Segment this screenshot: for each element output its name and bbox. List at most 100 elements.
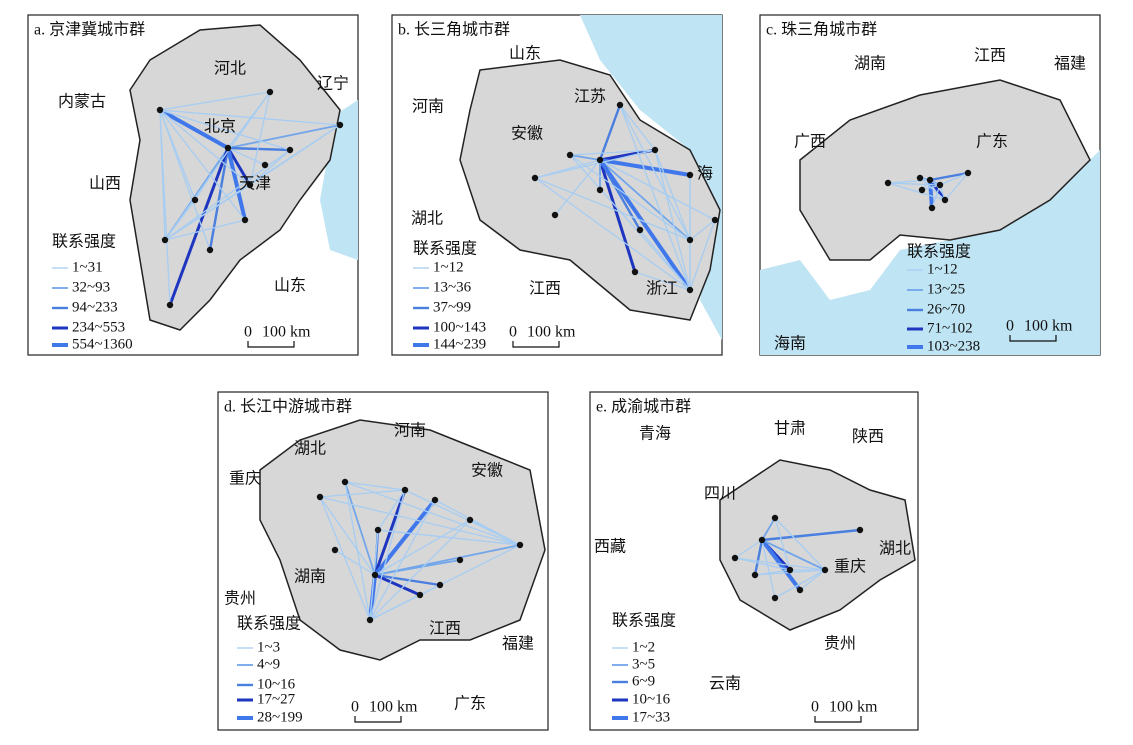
link	[569, 154, 691, 291]
city	[156, 106, 164, 114]
scale-label: 0	[1006, 318, 1014, 335]
city	[261, 161, 269, 169]
link	[634, 271, 691, 291]
scale-label: 0	[244, 324, 252, 341]
link	[944, 172, 969, 201]
link	[374, 573, 421, 597]
city	[686, 286, 694, 294]
link	[534, 149, 656, 179]
link	[761, 539, 826, 571]
legend-title: 联系强度	[52, 233, 116, 251]
city	[884, 179, 892, 187]
scale-label: 100 km	[1024, 318, 1073, 335]
link	[374, 559, 461, 576]
link	[344, 481, 406, 491]
legend-item: 1~12	[433, 259, 464, 275]
link	[639, 229, 691, 291]
link	[249, 91, 271, 186]
link	[619, 104, 691, 241]
legend-item: 3~5	[632, 656, 655, 672]
legend-item: 28~199	[257, 709, 303, 725]
link	[598, 159, 637, 273]
panel-title: e. 成渝城市群	[596, 398, 691, 416]
city	[796, 586, 804, 594]
place-label: 青海	[639, 425, 671, 443]
link	[164, 199, 196, 241]
legend-item: 37~99	[433, 299, 471, 315]
link	[774, 569, 826, 599]
scale-bar	[247, 341, 295, 348]
scale-label: 100 km	[527, 324, 576, 341]
panel-title: d. 长江中游城市群	[224, 398, 352, 416]
city	[266, 88, 274, 96]
city	[374, 526, 382, 534]
link	[227, 146, 291, 152]
legend-item: 234~553	[72, 319, 125, 335]
place-label: 山西	[89, 175, 121, 193]
link	[369, 499, 436, 621]
link	[159, 109, 251, 186]
link	[319, 489, 406, 498]
legend-item: 94~233	[72, 299, 118, 315]
city	[206, 246, 214, 254]
link	[534, 177, 691, 241]
legend-item: 144~239	[433, 336, 486, 352]
legend-item: 10~16	[257, 676, 296, 692]
sea	[580, 15, 722, 340]
link	[887, 182, 941, 186]
link	[939, 172, 969, 186]
place-label: 湖北	[411, 210, 443, 228]
link	[599, 158, 691, 177]
link	[569, 154, 601, 161]
place-label: 河南	[412, 98, 444, 116]
place-label: 广东	[454, 695, 486, 713]
place-label: 广西	[794, 133, 826, 151]
link	[377, 489, 406, 531]
city	[771, 594, 779, 602]
scale-bar	[512, 341, 560, 348]
link	[469, 519, 521, 546]
link	[534, 177, 691, 291]
place-label: 贵州	[824, 635, 856, 653]
legend-item: 71~102	[927, 320, 973, 336]
legend-item: 1~12	[927, 261, 958, 277]
city	[964, 169, 972, 177]
link	[654, 149, 691, 291]
place-label: 四川	[704, 486, 736, 503]
city	[686, 171, 694, 179]
link	[799, 569, 826, 591]
link	[734, 557, 826, 571]
link	[929, 171, 969, 182]
place-label: 湖北	[879, 540, 911, 558]
place-label: 江西	[429, 620, 461, 638]
scale-bar	[354, 716, 402, 723]
link	[344, 481, 371, 621]
place-label: 天津	[239, 175, 271, 193]
city	[711, 216, 719, 224]
city	[926, 176, 934, 184]
link	[164, 149, 291, 241]
legend-item: 100~143	[433, 319, 486, 335]
link	[654, 149, 691, 241]
legend-title: 联系强度	[612, 612, 676, 630]
link	[168, 147, 230, 306]
place-label: 湖南	[854, 55, 886, 73]
scale-bar	[814, 716, 862, 723]
legend-title: 联系强度	[413, 240, 477, 258]
legend-item: 1~3	[257, 639, 280, 655]
city	[751, 571, 759, 579]
city	[436, 581, 444, 589]
city	[401, 486, 409, 494]
link	[164, 91, 271, 241]
panel-title: b. 长三角城市群	[398, 21, 510, 39]
link	[159, 109, 246, 221]
place-label: 西藏	[594, 538, 626, 556]
city	[241, 216, 249, 224]
link	[319, 496, 371, 621]
place-label: 福建	[1054, 55, 1086, 73]
legend-item: 1~31	[72, 259, 103, 275]
city	[166, 301, 174, 309]
city	[531, 174, 539, 182]
